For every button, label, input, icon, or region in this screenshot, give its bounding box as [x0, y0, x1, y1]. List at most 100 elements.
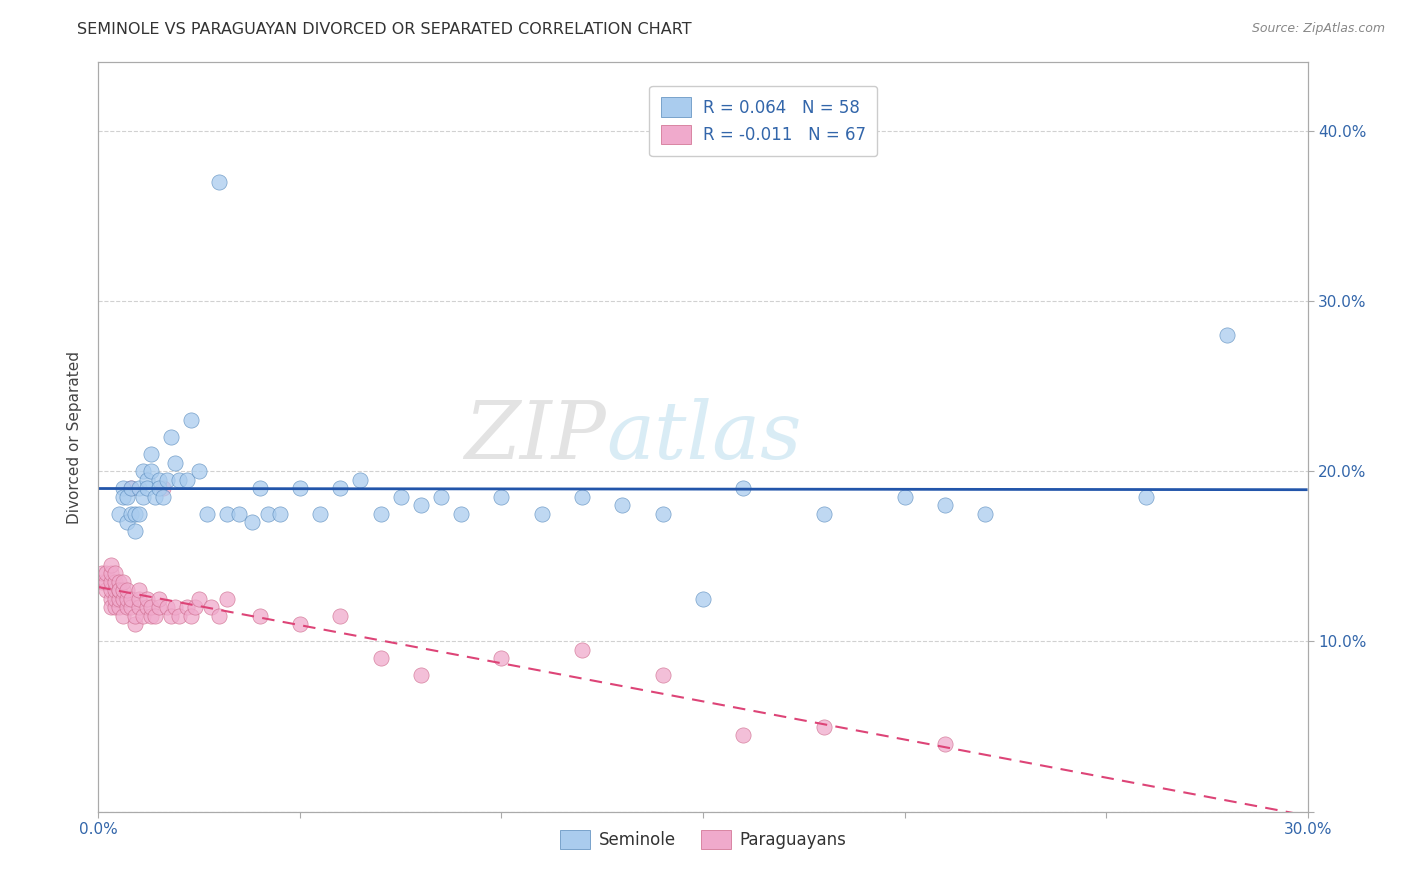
Point	[132, 608, 155, 623]
Point	[813, 507, 835, 521]
Point	[256, 507, 278, 521]
Point	[143, 608, 166, 623]
Point	[733, 481, 755, 495]
Point	[100, 583, 122, 598]
Point	[135, 600, 157, 615]
Point	[135, 473, 157, 487]
Point	[733, 728, 755, 742]
Point	[128, 591, 150, 606]
Point	[124, 617, 146, 632]
Point	[100, 574, 122, 589]
Point	[893, 490, 915, 504]
Point	[288, 481, 311, 495]
Point	[139, 464, 162, 478]
Point	[139, 608, 162, 623]
Point	[132, 490, 155, 504]
Point	[107, 583, 129, 598]
Point	[195, 507, 218, 521]
Point	[100, 591, 122, 606]
Point	[813, 720, 835, 734]
Point	[152, 481, 174, 495]
Point	[115, 591, 138, 606]
Point	[200, 600, 222, 615]
Point	[128, 600, 150, 615]
Point	[103, 574, 125, 589]
Point	[120, 600, 142, 615]
Point	[156, 600, 179, 615]
Point	[111, 490, 134, 504]
Legend: Seminole, Paraguayans: Seminole, Paraguayans	[554, 823, 852, 855]
Point	[124, 524, 146, 538]
Point	[152, 490, 174, 504]
Point	[188, 464, 211, 478]
Point	[329, 608, 352, 623]
Text: SEMINOLE VS PARAGUAYAN DIVORCED OR SEPARATED CORRELATION CHART: SEMINOLE VS PARAGUAYAN DIVORCED OR SEPAR…	[77, 22, 692, 37]
Point	[100, 558, 122, 572]
Point	[571, 643, 593, 657]
Point	[163, 600, 186, 615]
Point	[128, 583, 150, 598]
Point	[124, 608, 146, 623]
Point	[934, 498, 956, 512]
Point	[217, 591, 239, 606]
Point	[107, 507, 129, 521]
Point	[103, 591, 125, 606]
Point	[163, 456, 186, 470]
Point	[288, 617, 311, 632]
Point	[143, 490, 166, 504]
Point	[107, 591, 129, 606]
Point	[430, 490, 453, 504]
Point	[132, 464, 155, 478]
Point	[120, 481, 142, 495]
Point	[184, 600, 207, 615]
Point	[148, 481, 170, 495]
Point	[180, 413, 202, 427]
Point	[96, 574, 118, 589]
Point	[111, 583, 134, 598]
Point	[974, 507, 997, 521]
Point	[103, 600, 125, 615]
Point	[208, 608, 231, 623]
Point	[148, 600, 170, 615]
Point	[1216, 327, 1239, 342]
Point	[389, 490, 412, 504]
Text: Source: ZipAtlas.com: Source: ZipAtlas.com	[1251, 22, 1385, 36]
Point	[160, 608, 183, 623]
Point	[240, 515, 263, 529]
Point	[612, 498, 634, 512]
Point	[651, 507, 673, 521]
Point	[409, 498, 432, 512]
Point	[148, 591, 170, 606]
Point	[107, 600, 129, 615]
Point	[156, 473, 179, 487]
Point	[100, 600, 122, 615]
Point	[370, 507, 392, 521]
Point	[571, 490, 593, 504]
Point	[450, 507, 472, 521]
Point	[249, 481, 271, 495]
Point	[111, 608, 134, 623]
Point	[120, 591, 142, 606]
Point	[167, 473, 190, 487]
Point	[115, 490, 138, 504]
Point	[349, 473, 371, 487]
Point	[148, 473, 170, 487]
Point	[91, 574, 114, 589]
Point	[409, 668, 432, 682]
Point	[228, 507, 250, 521]
Point	[115, 583, 138, 598]
Point	[160, 430, 183, 444]
Point	[1135, 490, 1157, 504]
Point	[370, 651, 392, 665]
Point	[530, 507, 553, 521]
Point	[139, 447, 162, 461]
Point	[269, 507, 291, 521]
Point	[167, 608, 190, 623]
Point	[188, 591, 211, 606]
Point	[176, 473, 198, 487]
Point	[128, 481, 150, 495]
Point	[491, 490, 513, 504]
Point	[120, 481, 142, 495]
Point	[115, 600, 138, 615]
Point	[107, 574, 129, 589]
